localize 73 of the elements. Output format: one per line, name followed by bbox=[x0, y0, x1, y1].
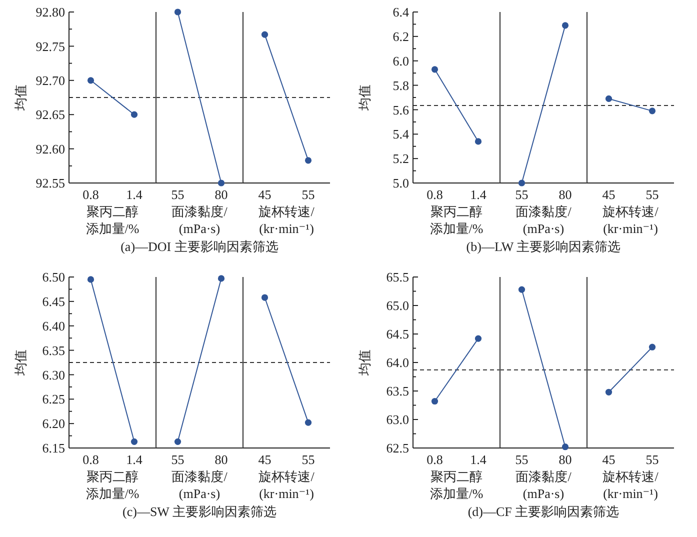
y-tick-label: 6.15 bbox=[42, 440, 65, 456]
x-tick-label: 1.4 bbox=[126, 187, 143, 202]
x-tick-label: 0.8 bbox=[426, 452, 443, 467]
y-tick-label: 6.4 bbox=[392, 4, 410, 20]
text: (a)—DOI 主要影响因素筛选 bbox=[120, 239, 278, 254]
x-tick-label: 55 bbox=[171, 187, 184, 202]
y-tick-label: 92.80 bbox=[36, 4, 65, 20]
x-tick-label: 45 bbox=[258, 452, 272, 467]
x-axis-title: 旋杯转速/(kr·min⁻¹) bbox=[258, 469, 315, 501]
x-tick-label: 1.4 bbox=[126, 452, 143, 467]
y-tick-label: 92.55 bbox=[36, 176, 65, 191]
x-axis-title: 聚丙二醇添加量/% bbox=[430, 469, 484, 501]
y-tick-label: 92.65 bbox=[36, 107, 65, 122]
x-axis-title: 旋杯转速/(kr·min⁻¹) bbox=[258, 204, 315, 236]
y-tick-label: 64.0 bbox=[386, 355, 409, 370]
y-tick-label: 6.45 bbox=[42, 294, 65, 309]
y-tick-label: 5.6 bbox=[392, 102, 410, 118]
x-tick-label: 80 bbox=[214, 187, 228, 202]
x-axis-title: 面漆黏度/(mPa·s) bbox=[172, 469, 228, 501]
x-axis-title: 聚丙二醇添加量/% bbox=[86, 469, 140, 501]
x-tick-label: 1.4 bbox=[470, 187, 487, 202]
y-tick-label: 92.70 bbox=[36, 72, 65, 88]
x-tick-label: 80 bbox=[558, 452, 572, 467]
x-tick-label: 1.4 bbox=[470, 452, 487, 467]
y-tick-label: 6.25 bbox=[42, 392, 65, 407]
x-tick-label: 0.8 bbox=[426, 187, 443, 202]
y-axis-title: 均值 bbox=[13, 350, 28, 376]
text: (d)—CF 主要影响因素筛选 bbox=[468, 504, 620, 519]
y-tick-label: 65.0 bbox=[386, 298, 409, 314]
y-tick-label: 6.40 bbox=[42, 318, 65, 334]
x-axis-title: 面漆黏度/(mPa·s) bbox=[516, 204, 572, 236]
x-tick-label: 55 bbox=[302, 187, 315, 202]
y-tick-label: 6.0 bbox=[392, 53, 409, 68]
y-tick-label: 6.20 bbox=[42, 416, 65, 432]
y-tick-label: 5.0 bbox=[392, 176, 409, 191]
y-tick-label: 6.35 bbox=[42, 342, 65, 358]
text: (c)—SW 主要影响因素筛选 bbox=[122, 504, 276, 519]
x-tick-label: 55 bbox=[171, 452, 184, 467]
y-tick-label: 92.75 bbox=[36, 38, 65, 54]
y-tick-label: 64.5 bbox=[386, 326, 409, 342]
x-tick-label: 80 bbox=[214, 452, 228, 467]
y-tick-label: 63.5 bbox=[386, 384, 409, 399]
x-axis-title: 聚丙二醇添加量/% bbox=[86, 204, 140, 236]
y-tick-label: 92.60 bbox=[36, 141, 65, 156]
y-axis-title: 均值 bbox=[357, 350, 372, 376]
text: (b)—LW 主要影响因素筛选 bbox=[466, 239, 621, 254]
x-tick-label: 55 bbox=[646, 452, 659, 467]
y-axis-title: 均值 bbox=[13, 84, 28, 112]
x-tick-label: 0.8 bbox=[82, 452, 99, 467]
y-tick-label: 65.5 bbox=[386, 270, 409, 285]
x-tick-label: 45 bbox=[602, 187, 616, 202]
x-tick-label: 55 bbox=[515, 452, 528, 467]
x-tick-label: 55 bbox=[302, 452, 315, 467]
y-tick-label: 5.8 bbox=[392, 78, 409, 93]
y-tick-label: 63.0 bbox=[386, 412, 409, 428]
y-tick-label: 62.5 bbox=[386, 440, 409, 456]
x-tick-label: 45 bbox=[602, 452, 616, 467]
x-axis-title: 旋杯转速/(kr·min⁻¹) bbox=[602, 204, 659, 236]
x-tick-label: 80 bbox=[558, 187, 572, 202]
y-tick-label: 6.2 bbox=[392, 28, 409, 44]
x-axis-title: 面漆黏度/(mPa·s) bbox=[172, 204, 228, 236]
x-tick-label: 55 bbox=[646, 187, 659, 202]
x-tick-label: 55 bbox=[515, 187, 528, 202]
y-tick-label: 6.50 bbox=[42, 270, 65, 285]
y-axis-title: 均值 bbox=[357, 84, 372, 112]
x-tick-label: 45 bbox=[258, 187, 272, 202]
y-tick-label: 5.4 bbox=[392, 126, 410, 142]
x-axis-title: 聚丙二醇添加量/% bbox=[430, 204, 484, 236]
y-tick-label: 6.30 bbox=[42, 367, 65, 382]
x-tick-label: 0.8 bbox=[82, 187, 99, 202]
y-tick-label: 5.2 bbox=[392, 151, 409, 166]
x-axis-title: 面漆黏度/(mPa·s) bbox=[516, 469, 572, 501]
x-axis-title: 旋杯转速/(kr·min⁻¹) bbox=[602, 469, 659, 501]
